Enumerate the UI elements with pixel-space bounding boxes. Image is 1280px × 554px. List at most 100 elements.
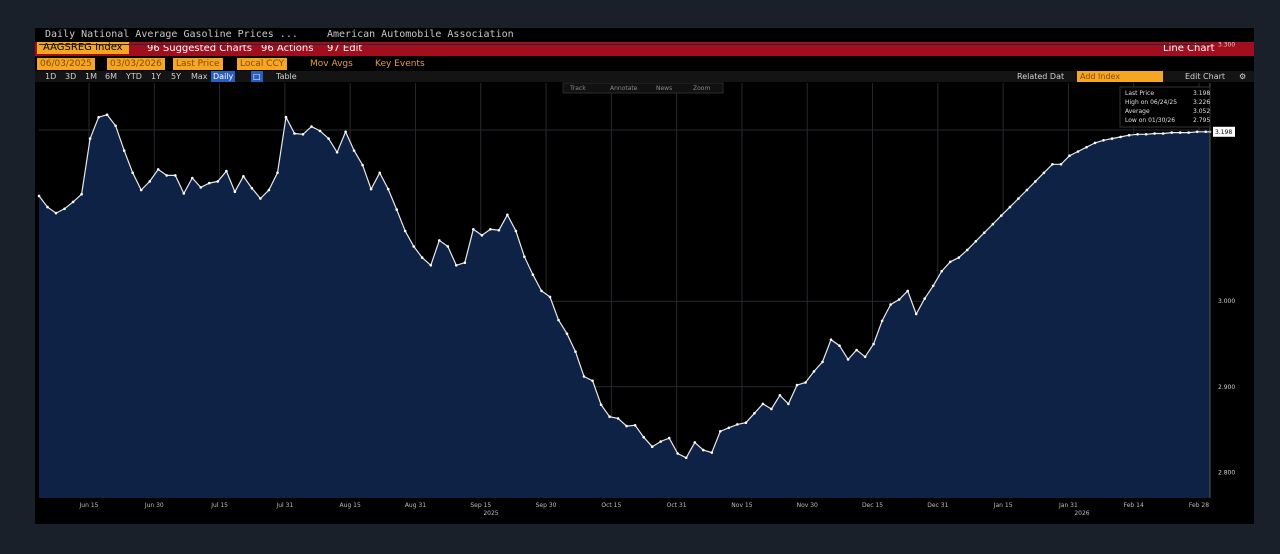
price-point [599, 403, 603, 407]
price-point [608, 415, 611, 419]
price-point [165, 174, 168, 177]
chart-tools: Track Annotate News Zoom [562, 82, 724, 94]
price-point [906, 289, 909, 293]
price-point [88, 137, 92, 140]
price-point [1068, 154, 1071, 157]
chart-window: Daily National Average Gasoline Prices .… [35, 28, 1254, 524]
price-point [974, 240, 978, 243]
price-point [1170, 131, 1173, 134]
period-1m[interactable]: 1M [85, 72, 97, 81]
price-point [293, 132, 296, 135]
actions-menu[interactable]: 96 Actions [261, 43, 314, 54]
price-point [420, 256, 424, 259]
price-point [1119, 135, 1122, 139]
price-point [301, 133, 305, 136]
end-date-input[interactable]: 03/03/2026 [107, 58, 165, 70]
legend-low-value: 2.795 [1193, 117, 1210, 124]
price-point [455, 264, 458, 267]
price-point [327, 137, 330, 140]
price-point [438, 239, 441, 242]
price-point [114, 124, 117, 128]
price-point [250, 186, 254, 190]
annotate-tool[interactable]: Annotate [610, 85, 638, 92]
price-point [1102, 139, 1105, 142]
price-point [378, 171, 382, 175]
price-point [795, 383, 799, 387]
price-point [1093, 141, 1097, 145]
edit-chart-button[interactable]: Edit Chart [1185, 72, 1226, 81]
price-point [736, 423, 739, 426]
price-point [616, 417, 620, 420]
period-max[interactable]: Max [191, 72, 208, 81]
price-point [753, 412, 756, 415]
price-point [1059, 163, 1063, 166]
chart-type-menu[interactable]: Line Chart [1163, 43, 1215, 54]
toolbar: AAGSREG Index 96 Suggested Charts 96 Act… [35, 42, 1254, 56]
period-ytd[interactable]: YTD [126, 72, 142, 81]
title-bar: Daily National Average Gasoline Prices .… [35, 28, 1254, 42]
track-tool[interactable]: Track [569, 85, 586, 92]
period-row: 1D 3D 1M 6M YTD 1Y 5Y Max Daily □ Table … [35, 71, 1254, 82]
price-point [557, 318, 560, 322]
price-point [514, 229, 518, 233]
price-point [80, 192, 83, 196]
price-point [923, 297, 926, 300]
price-point [199, 186, 203, 189]
news-tool[interactable]: News [656, 85, 672, 92]
price-point [914, 312, 918, 316]
price-point [361, 163, 364, 167]
x-tick-label: Jul 31 [275, 502, 293, 509]
price-point [710, 451, 714, 454]
price-point [267, 188, 271, 192]
price-point [540, 289, 543, 293]
period-5y[interactable]: 5Y [171, 72, 181, 81]
x-tick-label: Jul 15 [210, 502, 228, 509]
key-events-button[interactable]: Key Events [375, 59, 425, 69]
price-point [446, 245, 450, 248]
price-point [949, 260, 952, 264]
gear-icon[interactable]: ⚙ [1239, 72, 1247, 81]
price-point [318, 129, 322, 133]
price-point [931, 284, 935, 288]
price-point [582, 375, 586, 378]
currency-select[interactable]: Local CCY [237, 58, 288, 70]
period-6m[interactable]: 6M [105, 72, 117, 81]
price-point [46, 205, 49, 209]
period-1y[interactable]: 1Y [151, 72, 161, 81]
price-point [957, 256, 961, 259]
price-point [770, 407, 773, 411]
price-point [846, 358, 850, 361]
x-tick-label: Sep 30 [536, 502, 557, 509]
price-point [463, 261, 467, 264]
price-point [523, 255, 526, 258]
price-point [54, 211, 58, 215]
last-price-tag [1213, 126, 1235, 137]
price-point [225, 169, 228, 173]
related-data-input[interactable]: Add Index [1077, 71, 1163, 82]
start-date-input[interactable]: 06/03/2025 [37, 58, 95, 70]
ticker-field[interactable]: AAGSREG Index [37, 42, 129, 54]
legend-avg-value: 3.052 [1193, 108, 1210, 115]
mov-avgs-button[interactable]: Mov Avgs [310, 59, 353, 69]
price-point [63, 207, 66, 211]
price-point [386, 187, 390, 191]
edit-menu[interactable]: 97 Edit [327, 43, 363, 54]
table-toggle[interactable]: Table [276, 72, 297, 81]
price-point [778, 394, 782, 397]
price-points [37, 113, 1212, 460]
zoom-tool[interactable]: Zoom [693, 85, 710, 92]
period-3d[interactable]: 3D [65, 72, 77, 81]
period-1d[interactable]: 1D [45, 72, 57, 81]
price-point [667, 436, 671, 440]
price-point [897, 298, 901, 301]
price-point [676, 452, 679, 455]
suggested-charts-button[interactable]: 96 Suggested Charts [147, 43, 252, 54]
price-point [191, 176, 194, 180]
chart-view-toggle[interactable]: □ [251, 71, 263, 82]
field-select[interactable]: Last Price [173, 58, 223, 70]
frequency-select[interactable]: Daily [211, 71, 236, 82]
price-point [37, 194, 41, 198]
x-tick-label: Oct 15 [601, 502, 621, 509]
y-tick-label: 2.800 [1218, 469, 1235, 476]
